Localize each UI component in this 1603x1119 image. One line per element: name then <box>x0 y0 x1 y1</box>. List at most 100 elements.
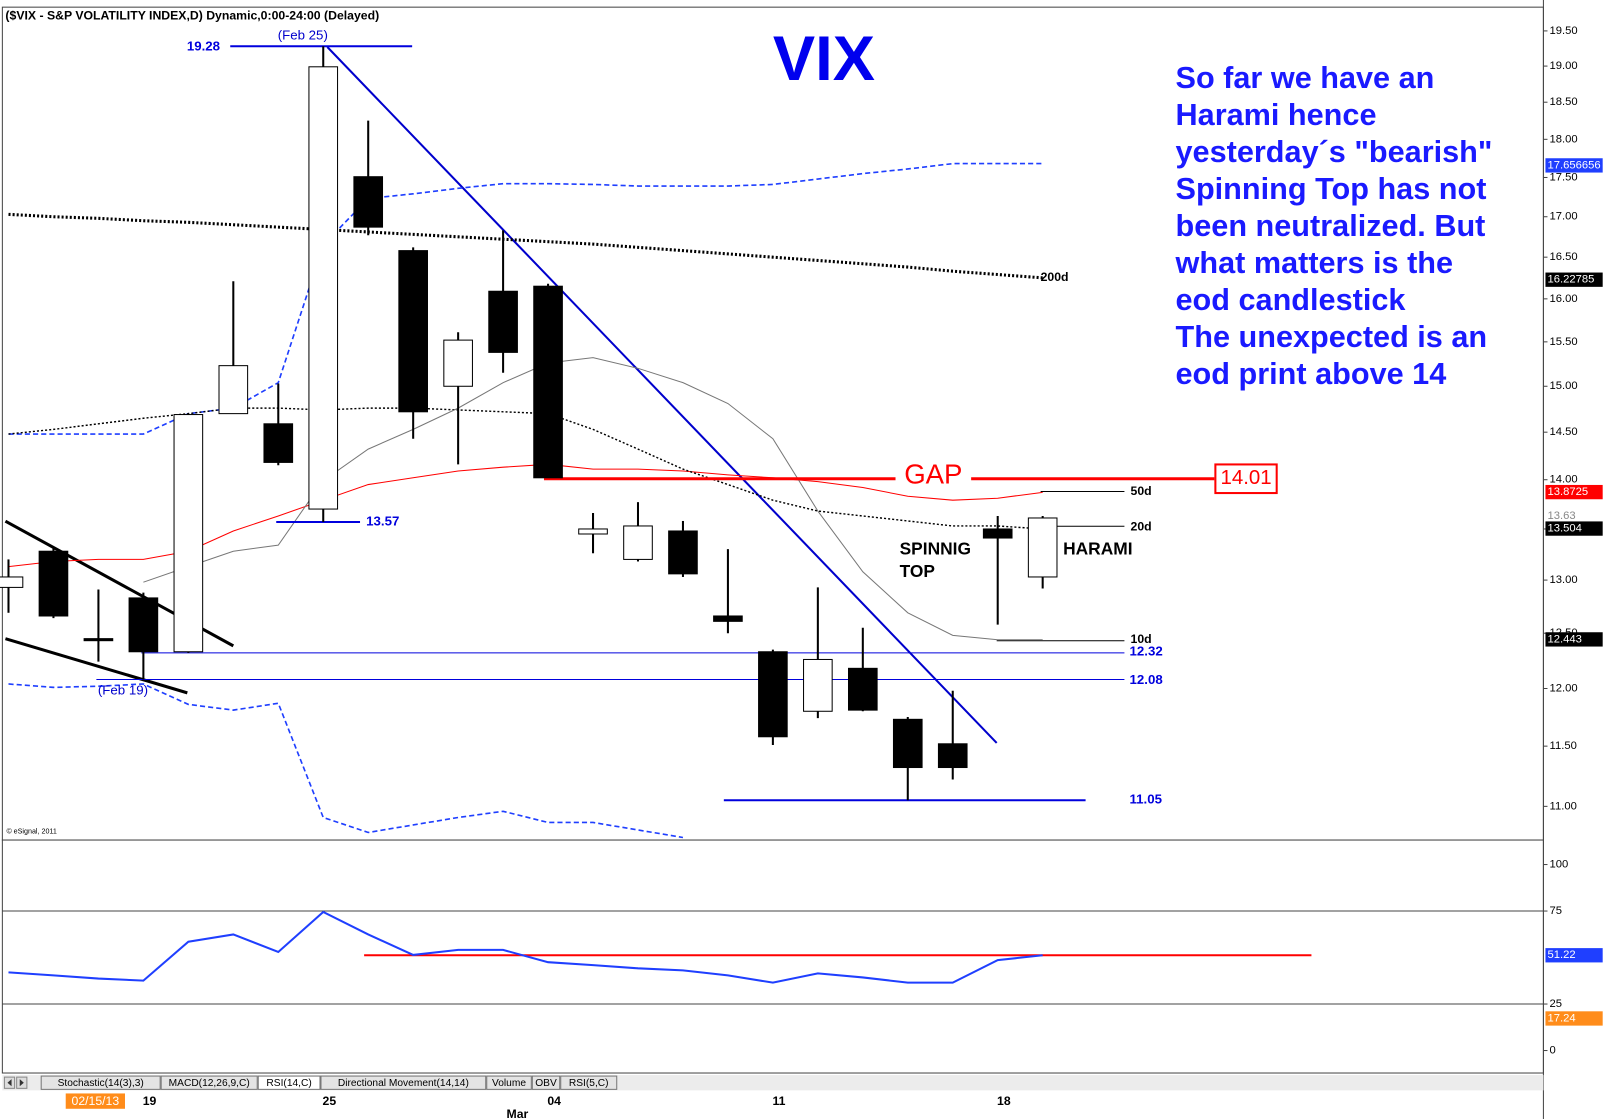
price-marker-label: 12.443 <box>1548 633 1582 645</box>
y-tick-label: 0 <box>1550 1045 1556 1057</box>
price-marker <box>1545 272 1603 287</box>
candle-body <box>847 667 878 711</box>
price-marker-label: 17.656656 <box>1548 159 1601 171</box>
y-tick-label: 18.50 <box>1550 96 1578 108</box>
y-tick-label: 13.00 <box>1550 574 1578 586</box>
commentary-line: Harami hence <box>1176 98 1377 132</box>
y-tick-label: 16.50 <box>1550 251 1578 263</box>
series-label: 50d <box>1131 484 1152 498</box>
candle-body <box>353 176 384 228</box>
level-label: 12.32 <box>1130 643 1163 658</box>
y-tick-label: 25 <box>1550 998 1563 1010</box>
candle-body <box>443 339 473 387</box>
rsi-marker-label: 17.24 <box>1548 1012 1576 1024</box>
gap-label-bg <box>895 461 972 491</box>
candle-body <box>398 250 428 413</box>
price-marker-label: 13.504 <box>1548 523 1582 535</box>
price-marker-label: 16.22785 <box>1548 274 1595 286</box>
y-tick-label: 16.00 <box>1550 293 1578 305</box>
candle-body <box>83 638 114 642</box>
y-tick-label: 75 <box>1550 905 1563 917</box>
commentary-line: So far we have an <box>1176 61 1435 95</box>
indicator-tab-label[interactable]: Volume <box>492 1078 526 1089</box>
tabs: Stochastic(14(3),3) MACD(12,26,9,C) RSI(14… <box>40 1075 618 1090</box>
indicator-tab-label[interactable]: Stochastic(14(3),3) <box>58 1078 144 1089</box>
indicator-line <box>8 683 684 839</box>
price-marker <box>1545 521 1603 536</box>
candle-body <box>0 576 24 588</box>
y-tick-label: 19.00 <box>1550 60 1578 72</box>
annotation: TOP <box>900 561 935 581</box>
candle-body <box>1027 517 1058 578</box>
candle-body <box>128 597 159 653</box>
indicator-tab[interactable] <box>257 1075 321 1090</box>
indicator-tab[interactable] <box>560 1075 618 1090</box>
y-tick-label: 14.50 <box>1550 426 1578 438</box>
y-tick-label: 11.50 <box>1550 740 1577 752</box>
series-label: 10d <box>1131 632 1152 646</box>
candle-body <box>758 651 788 738</box>
price-marker <box>1545 508 1603 524</box>
y-tick-label: 15.50 <box>1550 336 1578 348</box>
commentary-line: been neutralized. But <box>1176 209 1486 243</box>
level-label: 13.57 <box>366 514 399 529</box>
chart-header: ($VIX - S&P VOLATILITY INDEX,D) Dynamic,… <box>5 9 379 23</box>
indicator-tab[interactable] <box>40 1075 161 1090</box>
indicator-tab-label[interactable]: RSI(5,C) <box>569 1078 609 1089</box>
candle-body <box>308 66 339 510</box>
copyright: © eSignal, 2011 <box>6 828 56 836</box>
candle-body <box>892 718 923 769</box>
commentary-line: yesterday´s "bearish" <box>1176 135 1493 169</box>
indicator-line <box>8 212 1043 280</box>
level-label: 19.28 <box>187 39 220 54</box>
y-tick-label: 17.00 <box>1550 211 1578 223</box>
indicator-tab[interactable] <box>160 1075 258 1090</box>
commentary-line: eod candlestick <box>1176 283 1407 317</box>
candle-body <box>713 615 743 622</box>
y-tick-label: 14.00 <box>1550 474 1578 486</box>
wedge-lower-line <box>4 637 188 695</box>
price-marker <box>1545 484 1603 500</box>
candle-body <box>488 290 518 353</box>
candle-body <box>533 285 563 479</box>
candle-body <box>623 525 653 560</box>
commentary-line: The unexpected is an <box>1176 320 1488 354</box>
chart-title: VIX <box>773 24 875 94</box>
indicator-tab[interactable] <box>320 1075 487 1090</box>
rsi-marker <box>1545 1011 1603 1026</box>
y-tick-label: 19.50 <box>1550 25 1578 37</box>
indicator-tab[interactable] <box>531 1075 561 1090</box>
y-tick-label: 12.00 <box>1550 682 1578 694</box>
price-marker <box>1545 158 1603 173</box>
price-marker <box>1545 632 1603 647</box>
rsi-line <box>8 910 1043 984</box>
y-tick-label: 18.00 <box>1550 133 1578 145</box>
indicator-tab-label[interactable]: MACD(12,26,9,C) <box>169 1078 250 1089</box>
y-tick-label: 15.00 <box>1550 380 1578 392</box>
commentary-line: what matters is the <box>1175 246 1454 280</box>
scroll-arrows <box>7 1079 24 1087</box>
candle-body <box>218 365 249 415</box>
annotation: (Feb 25) <box>278 27 328 42</box>
candle-body <box>803 658 833 712</box>
price-marker-label: 13.8725 <box>1548 486 1589 498</box>
candle-body <box>668 530 698 575</box>
y-tick-label: 17.50 <box>1550 171 1578 183</box>
indicator-tab-label[interactable]: OBV <box>535 1078 557 1089</box>
indicator-tab[interactable] <box>486 1075 532 1090</box>
candle-body <box>937 743 968 769</box>
indicator-tab-label[interactable]: RSI(14,C) <box>266 1078 311 1089</box>
x-tick-label: 04 <box>547 1094 561 1108</box>
y-tick-label: 100 <box>1550 859 1569 871</box>
plot-layer: 11.0011.5012.0012.5013.0013.5014.0014.50… <box>0 25 1603 1119</box>
commentary-line: Spinning Top has not <box>1176 172 1487 206</box>
indicator-tab-label[interactable]: Directional Movement(14,14) <box>338 1078 469 1089</box>
commentary-line: eod print above 14 <box>1176 357 1447 391</box>
series-label: 200d <box>1041 270 1069 284</box>
x-tick-label: 25 <box>323 1094 337 1108</box>
candle-body <box>38 550 69 617</box>
x-tick-label: 19 <box>143 1094 157 1108</box>
